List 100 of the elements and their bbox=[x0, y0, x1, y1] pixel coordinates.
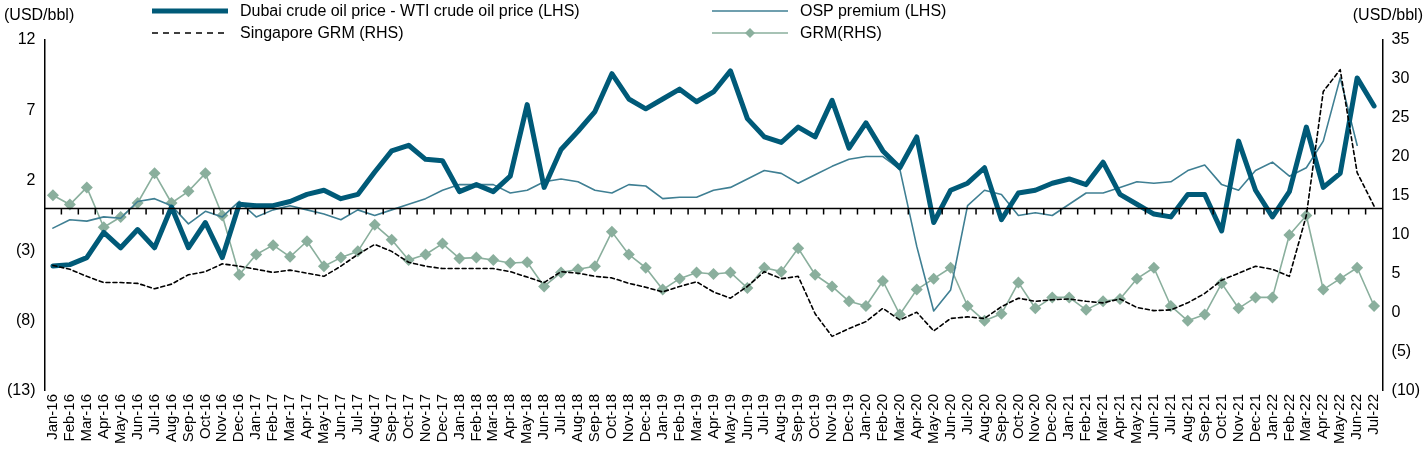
x-tick-label: Jun-16 bbox=[127, 393, 145, 440]
y-tick-label: (3) bbox=[15, 241, 36, 258]
x-tick-label: May-22 bbox=[1330, 393, 1348, 445]
x-tick-label: Apr-21 bbox=[1110, 393, 1128, 440]
x-tick-label: Oct-16 bbox=[195, 393, 213, 439]
x-tick-label: Feb-17 bbox=[263, 393, 281, 442]
y2-tick-label: (5) bbox=[1391, 342, 1412, 360]
y2-tick-label: 5 bbox=[1391, 264, 1401, 282]
x-tick-label: Nov-21 bbox=[1228, 393, 1246, 443]
x-tick-label: Sep-20 bbox=[991, 393, 1009, 443]
x-tick-label: May-20 bbox=[923, 393, 941, 445]
y2-tick-label: 10 bbox=[1391, 225, 1410, 243]
x-tick-label: Sep-21 bbox=[1194, 393, 1212, 443]
x-tick-label: Oct-20 bbox=[1008, 393, 1026, 439]
x-tick-label: Sep-17 bbox=[381, 393, 399, 443]
x-tick-label: Feb-22 bbox=[1279, 393, 1297, 442]
x-tick-label: Aug-16 bbox=[161, 393, 179, 443]
x-tick-label: Apr-22 bbox=[1313, 393, 1331, 440]
y-tick-label: 7 bbox=[26, 100, 36, 118]
legend-label: Dubai crude oil price - WTI crude oil price (LHS) bbox=[240, 2, 580, 20]
x-tick-label: May-19 bbox=[720, 393, 738, 445]
x-tick-label: Jul-16 bbox=[144, 393, 162, 435]
legend-label: GRM(RHS) bbox=[800, 24, 882, 42]
x-tick-label: Sep-19 bbox=[788, 393, 806, 443]
x-tick-label: Apr-16 bbox=[93, 393, 111, 440]
y2-tick-label: 20 bbox=[1391, 147, 1410, 165]
x-tick-label: Nov-18 bbox=[618, 393, 636, 443]
x-tick-label: Dec-16 bbox=[229, 393, 247, 443]
x-tick-label: Jun-18 bbox=[534, 393, 552, 440]
x-tick-label: Sep-18 bbox=[585, 393, 603, 443]
x-tick-label: Mar-21 bbox=[1093, 393, 1111, 442]
legend-label: Singapore GRM (RHS) bbox=[240, 24, 404, 42]
x-tick-label: Jul-20 bbox=[957, 393, 975, 435]
y-axis-title: (USD/bbl) bbox=[4, 6, 75, 24]
x-tick-label: May-21 bbox=[1127, 393, 1145, 445]
x-tick-label: Nov-19 bbox=[822, 393, 840, 443]
y2-tick-label: 25 bbox=[1391, 108, 1410, 126]
x-tick-label: Jul-18 bbox=[551, 393, 569, 435]
x-tick-label: Dec-20 bbox=[1042, 393, 1060, 443]
x-tick-label: Jan-19 bbox=[652, 393, 670, 440]
y2-tick-label: (10) bbox=[1391, 381, 1420, 399]
x-tick-label: Oct-18 bbox=[602, 393, 620, 439]
y2-tick-label: 35 bbox=[1391, 30, 1410, 48]
x-tick-label: Jun-19 bbox=[737, 393, 755, 440]
y2-tick-label: 30 bbox=[1391, 69, 1410, 87]
x-tick-label: Dec-18 bbox=[635, 393, 653, 443]
x-tick-label: Mar-18 bbox=[483, 393, 501, 442]
x-tick-label: Jul-21 bbox=[1160, 393, 1178, 435]
y-tick-label: 2 bbox=[26, 170, 36, 188]
y-tick-label: (13) bbox=[7, 381, 36, 399]
x-tick-label: Jul-19 bbox=[754, 393, 772, 435]
x-tick-label: Mar-16 bbox=[76, 393, 94, 442]
x-tick-label: Jun-17 bbox=[331, 393, 349, 440]
y2-tick-label: 15 bbox=[1391, 186, 1410, 204]
x-tick-label: May-17 bbox=[314, 393, 332, 445]
x-tick-label: May-18 bbox=[517, 393, 535, 445]
x-tick-label: Jan-18 bbox=[449, 393, 467, 440]
x-tick-label: Jan-17 bbox=[246, 393, 264, 440]
x-tick-label: Nov-20 bbox=[1025, 393, 1043, 443]
x-tick-label: Jan-20 bbox=[856, 393, 874, 440]
x-tick-label: Mar-17 bbox=[280, 393, 298, 442]
x-tick-label: Oct-21 bbox=[1211, 393, 1229, 439]
y2-tick-label: 0 bbox=[1391, 303, 1401, 321]
x-tick-label: Aug-19 bbox=[771, 393, 789, 443]
x-tick-label: Feb-21 bbox=[1076, 393, 1094, 442]
x-tick-label: Aug-20 bbox=[974, 393, 992, 443]
x-tick-label: Oct-17 bbox=[398, 393, 416, 439]
x-tick-label: May-16 bbox=[110, 393, 128, 445]
y-tick-label: 12 bbox=[17, 30, 36, 48]
x-tick-label: Jul-22 bbox=[1364, 393, 1382, 435]
x-tick-label: Aug-17 bbox=[364, 393, 382, 443]
legend-label: OSP premium (LHS) bbox=[800, 2, 947, 20]
x-tick-label: Oct-19 bbox=[805, 393, 823, 439]
x-tick-label: Dec-17 bbox=[432, 393, 450, 443]
x-tick-label: Jan-21 bbox=[1059, 393, 1077, 440]
x-tick-label: Nov-16 bbox=[212, 393, 230, 443]
x-tick-label: Feb-18 bbox=[466, 393, 484, 442]
y-tick-label: (8) bbox=[15, 311, 36, 329]
x-tick-label: Aug-21 bbox=[1177, 393, 1195, 443]
x-tick-label: Feb-19 bbox=[669, 393, 687, 442]
x-tick-label: Mar-20 bbox=[889, 393, 907, 442]
x-tick-label: Mar-19 bbox=[686, 393, 704, 442]
x-tick-label: Dec-21 bbox=[1245, 393, 1263, 443]
x-tick-label: Sep-16 bbox=[178, 393, 196, 443]
x-tick-label: Feb-16 bbox=[60, 393, 77, 442]
x-tick-label: Apr-17 bbox=[297, 393, 315, 440]
x-tick-label: Jun-22 bbox=[1347, 393, 1365, 440]
x-tick-label: Dec-19 bbox=[839, 393, 857, 443]
x-tick-label: Nov-17 bbox=[415, 393, 433, 443]
x-tick-label: Apr-18 bbox=[500, 393, 518, 440]
x-tick-label: Aug-18 bbox=[568, 393, 586, 443]
x-tick-label: Jul-17 bbox=[347, 393, 365, 435]
x-tick-label: Apr-19 bbox=[703, 393, 721, 440]
x-tick-label: Jan-22 bbox=[1262, 393, 1280, 440]
x-tick-label: Apr-20 bbox=[906, 393, 924, 440]
x-tick-label: Mar-22 bbox=[1296, 393, 1314, 442]
x-tick-label: Feb-20 bbox=[873, 393, 891, 442]
x-tick-label: Jun-21 bbox=[1144, 393, 1162, 440]
x-tick-label: Jan-16 bbox=[43, 393, 61, 440]
x-tick-label: Jun-20 bbox=[940, 393, 958, 440]
